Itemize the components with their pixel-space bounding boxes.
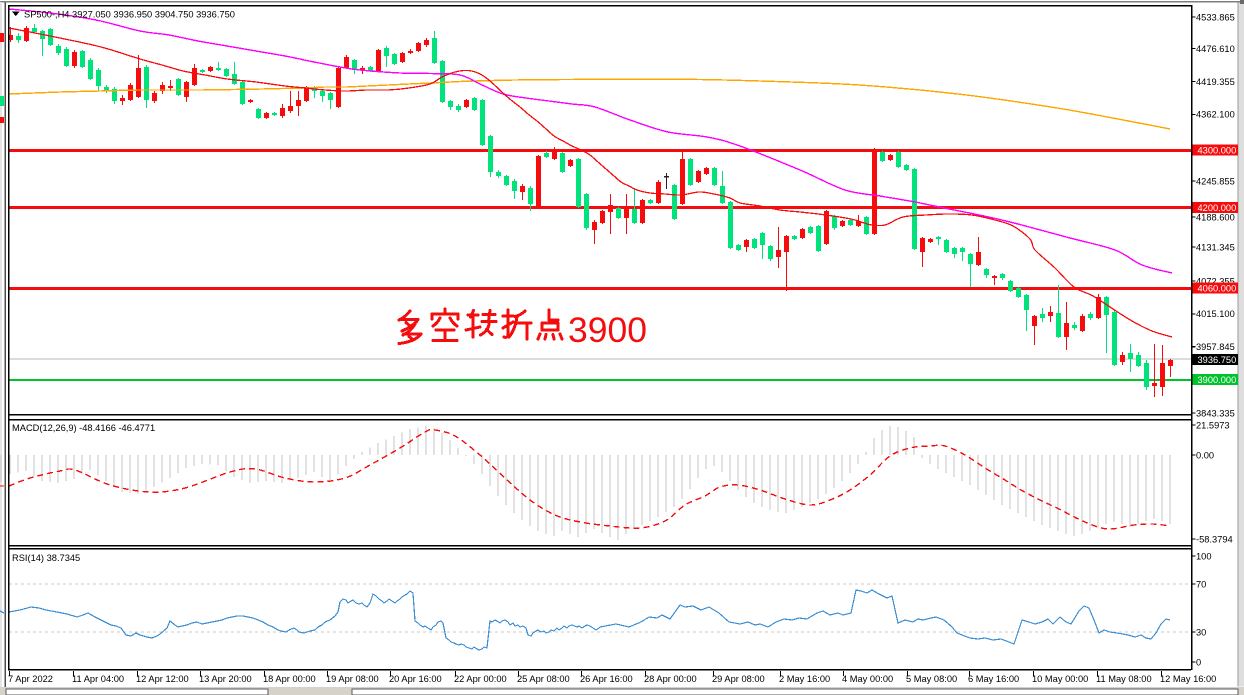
svg-text:4300.000: 4300.000 <box>1198 146 1237 156</box>
svg-text:22 Apr 00:00: 22 Apr 00:00 <box>454 674 507 684</box>
svg-text:7 Apr 2022: 7 Apr 2022 <box>8 674 53 684</box>
svg-text:0: 0 <box>1196 657 1201 667</box>
svg-text:20 Apr 16:00: 20 Apr 16:00 <box>389 674 442 684</box>
svg-text:4533.865: 4533.865 <box>1196 12 1235 22</box>
svg-text:26 Apr 16:00: 26 Apr 16:00 <box>580 674 633 684</box>
svg-text:100: 100 <box>1196 551 1212 561</box>
svg-text:4188.600: 4188.600 <box>1196 212 1235 222</box>
svg-text:-58.3794: -58.3794 <box>1196 534 1233 544</box>
svg-text:12 Apr 12:00: 12 Apr 12:00 <box>136 674 189 684</box>
svg-text:10 May 00:00: 10 May 00:00 <box>1032 674 1088 684</box>
svg-text:3957.845: 3957.845 <box>1196 342 1235 352</box>
svg-text:4245.855: 4245.855 <box>1196 177 1235 187</box>
svg-text:4476.610: 4476.610 <box>1196 44 1235 54</box>
svg-text:70: 70 <box>1196 579 1206 589</box>
svg-text:11 May 08:00: 11 May 08:00 <box>1096 674 1152 684</box>
svg-text:3900: 3900 <box>568 310 647 350</box>
svg-text:RSI(14) 38.7345: RSI(14) 38.7345 <box>12 553 80 563</box>
svg-text:19 Apr 08:00: 19 Apr 08:00 <box>326 674 379 684</box>
svg-text:4362.100: 4362.100 <box>1196 110 1235 120</box>
svg-text:4419.355: 4419.355 <box>1196 77 1235 87</box>
svg-text:13 Apr 20:00: 13 Apr 20:00 <box>199 674 252 684</box>
svg-text:12 May 16:00: 12 May 16:00 <box>1160 674 1216 684</box>
svg-text:6 May 16:00: 6 May 16:00 <box>968 674 1019 684</box>
svg-text:3843.335: 3843.335 <box>1196 408 1235 418</box>
svg-text:30: 30 <box>1196 627 1206 637</box>
svg-text:5 May 08:00: 5 May 08:00 <box>906 674 957 684</box>
svg-text:28 Apr 00:00: 28 Apr 00:00 <box>644 674 697 684</box>
svg-text:4072.355: 4072.355 <box>1196 276 1235 286</box>
svg-text:2 May 16:00: 2 May 16:00 <box>779 674 830 684</box>
svg-text:4131.345: 4131.345 <box>1196 242 1235 252</box>
svg-text:25 Apr 08:00: 25 Apr 08:00 <box>517 674 570 684</box>
svg-text:21.5973: 21.5973 <box>1196 420 1230 430</box>
svg-text:3900.000: 3900.000 <box>1198 375 1237 385</box>
svg-text:18 Apr 00:00: 18 Apr 00:00 <box>263 674 316 684</box>
svg-text:0.00: 0.00 <box>1196 450 1214 460</box>
svg-text:11 Apr 04:00: 11 Apr 04:00 <box>72 674 124 684</box>
svg-text:SP500-,H4 3927.050 3936.950 39: SP500-,H4 3927.050 3936.950 3904.750 393… <box>24 9 235 19</box>
svg-text:3936.750: 3936.750 <box>1198 355 1237 365</box>
svg-text:4200.000: 4200.000 <box>1198 203 1237 213</box>
svg-text:MACD(12,26,9) -48.4166 -46.477: MACD(12,26,9) -48.4166 -46.4771 <box>12 423 155 433</box>
svg-text:4060.000: 4060.000 <box>1198 284 1237 294</box>
svg-text:4015.100: 4015.100 <box>1196 309 1235 319</box>
svg-text:4 May 00:00: 4 May 00:00 <box>842 674 893 684</box>
svg-text:29 Apr 08:00: 29 Apr 08:00 <box>712 674 765 684</box>
